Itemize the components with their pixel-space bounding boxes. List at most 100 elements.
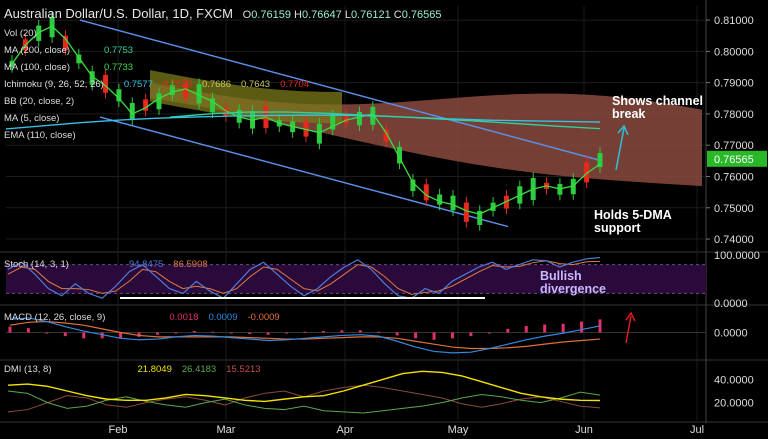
candle-body	[490, 202, 496, 211]
legend-ichimoku[interactable]: Ichimoku (9, 26, 52, 26) 0.7577 0.7529 0.76…	[4, 79, 310, 90]
macd-hist-bar	[451, 332, 454, 339]
month-tick-label: Mar	[217, 424, 236, 436]
candle-body	[584, 162, 590, 183]
break-arrow-head	[617, 124, 629, 136]
candle-body	[196, 84, 202, 104]
macd-hist-bar	[45, 332, 49, 334]
symbol-title[interactable]: Australian Dollar/U.S. Dollar, 1D, FXCM	[4, 6, 234, 21]
macd-hist-bar	[432, 332, 436, 340]
macd-hist-bar	[26, 328, 30, 333]
candle-body	[450, 195, 456, 211]
macd-hist-bar	[377, 331, 381, 333]
macd-arrow-head	[625, 311, 636, 322]
annotation-support: Holds 5-DMA support	[594, 208, 672, 235]
ema110-line	[5, 114, 601, 130]
low-value: 0.76121	[350, 9, 391, 21]
break-arrow-shaft	[615, 127, 625, 171]
macd-hist-bar	[285, 332, 289, 334]
legend-vol[interactable]: Vol (20)	[4, 28, 37, 39]
price-panel[interactable]	[5, 11, 603, 231]
candle-body	[103, 74, 109, 93]
legend-ma100[interactable]: MA (100, close) 0.7733	[4, 62, 134, 73]
candle-body	[463, 202, 469, 222]
last-price-label: 0.76565	[714, 154, 754, 166]
price-tick-label: 0.77000	[714, 140, 754, 152]
candle-body	[9, 60, 15, 67]
macd-hist-bar	[469, 332, 473, 337]
legend-macd[interactable]: MACD (12, 26, close, 9) 0.0018 0.0009 -0.00…	[4, 312, 280, 323]
month-tick-label: Feb	[109, 424, 128, 436]
macd-hist-bar	[8, 326, 12, 333]
macd-hist-bar	[340, 330, 344, 333]
ichimoku-cloud	[150, 70, 702, 187]
macd-hist-bar	[487, 332, 491, 334]
dmi-panel[interactable]	[7, 370, 601, 414]
macd-tick-label: 0.0000	[714, 328, 748, 340]
macd-hist-bar	[63, 332, 67, 337]
macd-hist-bar	[156, 332, 159, 335]
high-value: 0.76647	[301, 9, 342, 21]
candle-body	[129, 102, 135, 120]
candle-body	[49, 17, 55, 38]
macd-hist-bar	[211, 331, 215, 333]
legend-dmi[interactable]: DMI (13, 8) 21.8049 26.4183 15.5213	[4, 364, 261, 375]
candle-body	[156, 93, 162, 110]
candle-body	[597, 153, 603, 168]
macd-hist-bar	[321, 331, 325, 333]
macd-hist-bar	[395, 332, 399, 336]
legend-stoch[interactable]: Stoch (14, 3, 1) 94.8475 86.5908	[4, 259, 208, 270]
last-price-badge	[707, 150, 767, 167]
legend-bb[interactable]: BB (20, close, 2)	[4, 96, 75, 107]
legend-ema[interactable]: EMA (110, close)	[4, 130, 76, 141]
stoch-panel[interactable]	[6, 256, 706, 299]
kumo-bull	[150, 70, 342, 124]
macd-arrow-shaft	[625, 315, 632, 344]
macd-hist-bar	[580, 321, 584, 333]
time-axis[interactable]: Feb Mar Apr May Jun Jul	[109, 424, 705, 436]
macd-line	[9, 317, 601, 354]
macd-hist-bar	[100, 332, 104, 339]
macd-hist-bar	[248, 332, 252, 334]
candle-body	[423, 184, 429, 201]
ma200-line	[169, 111, 601, 130]
candle-body	[62, 35, 68, 50]
dmi-tick-label: 20.0000	[714, 398, 754, 410]
month-tick-label: May	[448, 424, 469, 436]
price-tick-label: 0.75000	[714, 203, 754, 215]
macd-hist-bar	[192, 331, 196, 333]
candle-body	[330, 115, 336, 130]
price-tick-label: 0.74000	[714, 234, 754, 246]
macd-signal-line	[9, 320, 601, 350]
macd-hist-bar	[119, 332, 123, 339]
candle-body	[116, 89, 122, 102]
month-tick-label: Jul	[690, 424, 704, 436]
annotation-divergence: Bullish divergence	[540, 269, 607, 296]
candle-body	[316, 123, 322, 144]
candle-body	[477, 210, 483, 225]
price-tick-label: 0.81000	[714, 15, 754, 27]
annotation-channel-break: Shows channel break	[612, 94, 703, 121]
candle-body	[143, 99, 149, 111]
dmi-tick-label: 40.0000	[714, 374, 754, 386]
macd-hist-bar	[358, 330, 362, 333]
price-axis[interactable]: 0.81000 0.80000 0.79000 0.78000 0.77000 0.760…	[706, 15, 767, 410]
candle-body	[209, 98, 215, 113]
legend-ma5[interactable]: MA (5, close)	[4, 113, 60, 124]
chart-header: Australian Dollar/U.S. Dollar, 1D, FXCM …	[4, 6, 441, 21]
candle-body	[169, 84, 175, 96]
macd-panel[interactable]	[6, 317, 706, 354]
macd-hist-bar	[506, 328, 510, 333]
ohlc-readout: O0.76159 H0.76647 L0.76121 C0.76565	[242, 9, 442, 21]
month-tick-label: Jun	[575, 424, 593, 436]
price-tick-label: 0.76000	[714, 171, 754, 183]
macd-hist-bar	[524, 325, 528, 333]
macd-hist-bar	[561, 323, 565, 333]
candle-body	[437, 194, 443, 205]
macd-hist-bar	[174, 332, 178, 334]
annotation-marks	[120, 124, 636, 344]
candle-body	[410, 179, 416, 192]
month-tick-label: Apr	[336, 424, 353, 436]
stoch-tick-label: 0.0000	[714, 298, 748, 310]
legend-ma200[interactable]: MA (200, close) 0.7753	[4, 45, 134, 56]
